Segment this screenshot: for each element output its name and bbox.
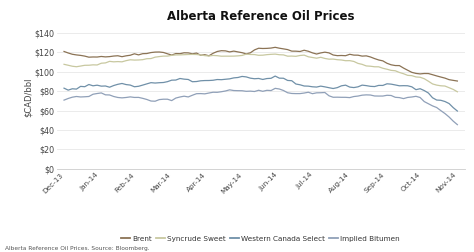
Legend: Brent, Syncrude Sweet, Western Canada Select, Implied Bitumen: Brent, Syncrude Sweet, Western Canada Se… [118,233,403,245]
Text: Alberta Reference Oil Prices. Source: Bloomberg.: Alberta Reference Oil Prices. Source: Bl… [5,246,149,251]
Y-axis label: $CAD/bbl: $CAD/bbl [24,77,33,117]
Title: Alberta Reference Oil Prices: Alberta Reference Oil Prices [167,10,355,23]
